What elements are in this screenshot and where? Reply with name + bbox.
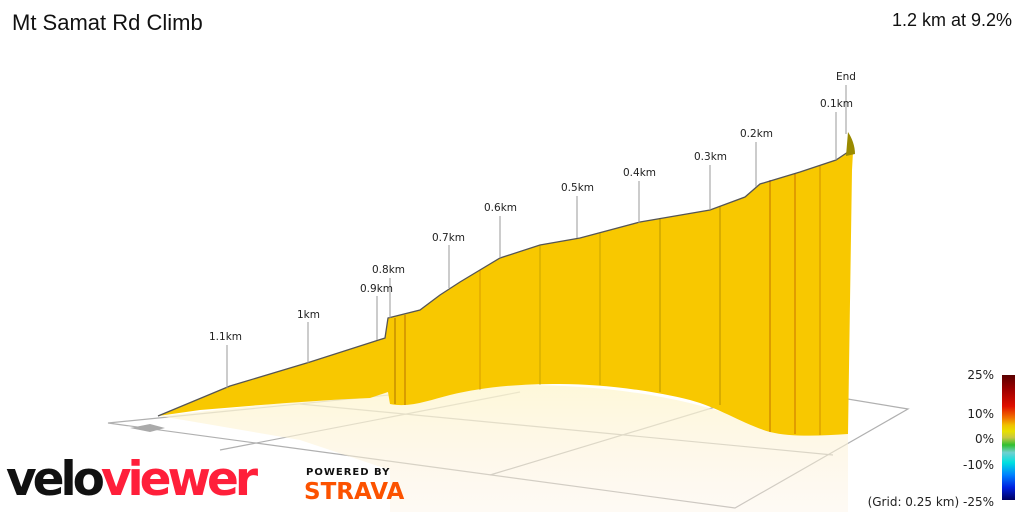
svg-text:0.6km: 0.6km [484, 202, 517, 214]
svg-text:1.1km: 1.1km [209, 331, 242, 343]
svg-text:0.7km: 0.7km [432, 232, 465, 244]
start-marker [130, 424, 165, 432]
svg-text:0.4km: 0.4km [623, 167, 656, 179]
legend-label-minus25: (Grid: 0.25 km) -25% [868, 495, 994, 509]
profile-ribbon [158, 152, 853, 436]
distance-markers [226, 85, 847, 388]
profile-ridge [157, 151, 849, 417]
svg-text:0.2km: 0.2km [740, 128, 773, 140]
veloviewer-logo: veloviewer [6, 452, 258, 508]
page-title: Mt Samat Rd Climb [12, 10, 203, 35]
legend-min: -25% [962, 495, 994, 509]
climb-summary: 1.2 km at 9.2% [891, 10, 1012, 30]
strava-logo: STRAVA [304, 479, 405, 505]
legend-label-10: 10% [967, 407, 994, 421]
svg-text:1km: 1km [297, 309, 320, 321]
powered-by-label: POWERED BY [306, 467, 391, 478]
logo-velo: velo [6, 452, 105, 507]
legend-label-0: 0% [974, 432, 994, 446]
gradient-color-scale [1002, 375, 1015, 500]
gradient-stripes [394, 166, 821, 435]
profile-reflection [160, 385, 848, 512]
svg-text:0.3km: 0.3km [694, 151, 727, 163]
grid-note: (Grid: 0.25 km) [867, 495, 960, 509]
logo-viewer: viewer [100, 452, 258, 507]
legend-label-minus10: -10% [962, 458, 994, 472]
svg-text:0.9km: 0.9km [360, 283, 393, 295]
profile-end-cap [846, 132, 855, 156]
distance-labels: 1.1km 1km 0.9km 0.8km 0.7km 0.6km 0.5km … [209, 71, 856, 343]
legend-label-25: 25% [967, 368, 994, 382]
svg-text:0.5km: 0.5km [561, 182, 594, 194]
svg-text:End: End [836, 71, 856, 83]
svg-text:0.8km: 0.8km [372, 264, 405, 276]
svg-text:0.1km: 0.1km [820, 98, 853, 110]
